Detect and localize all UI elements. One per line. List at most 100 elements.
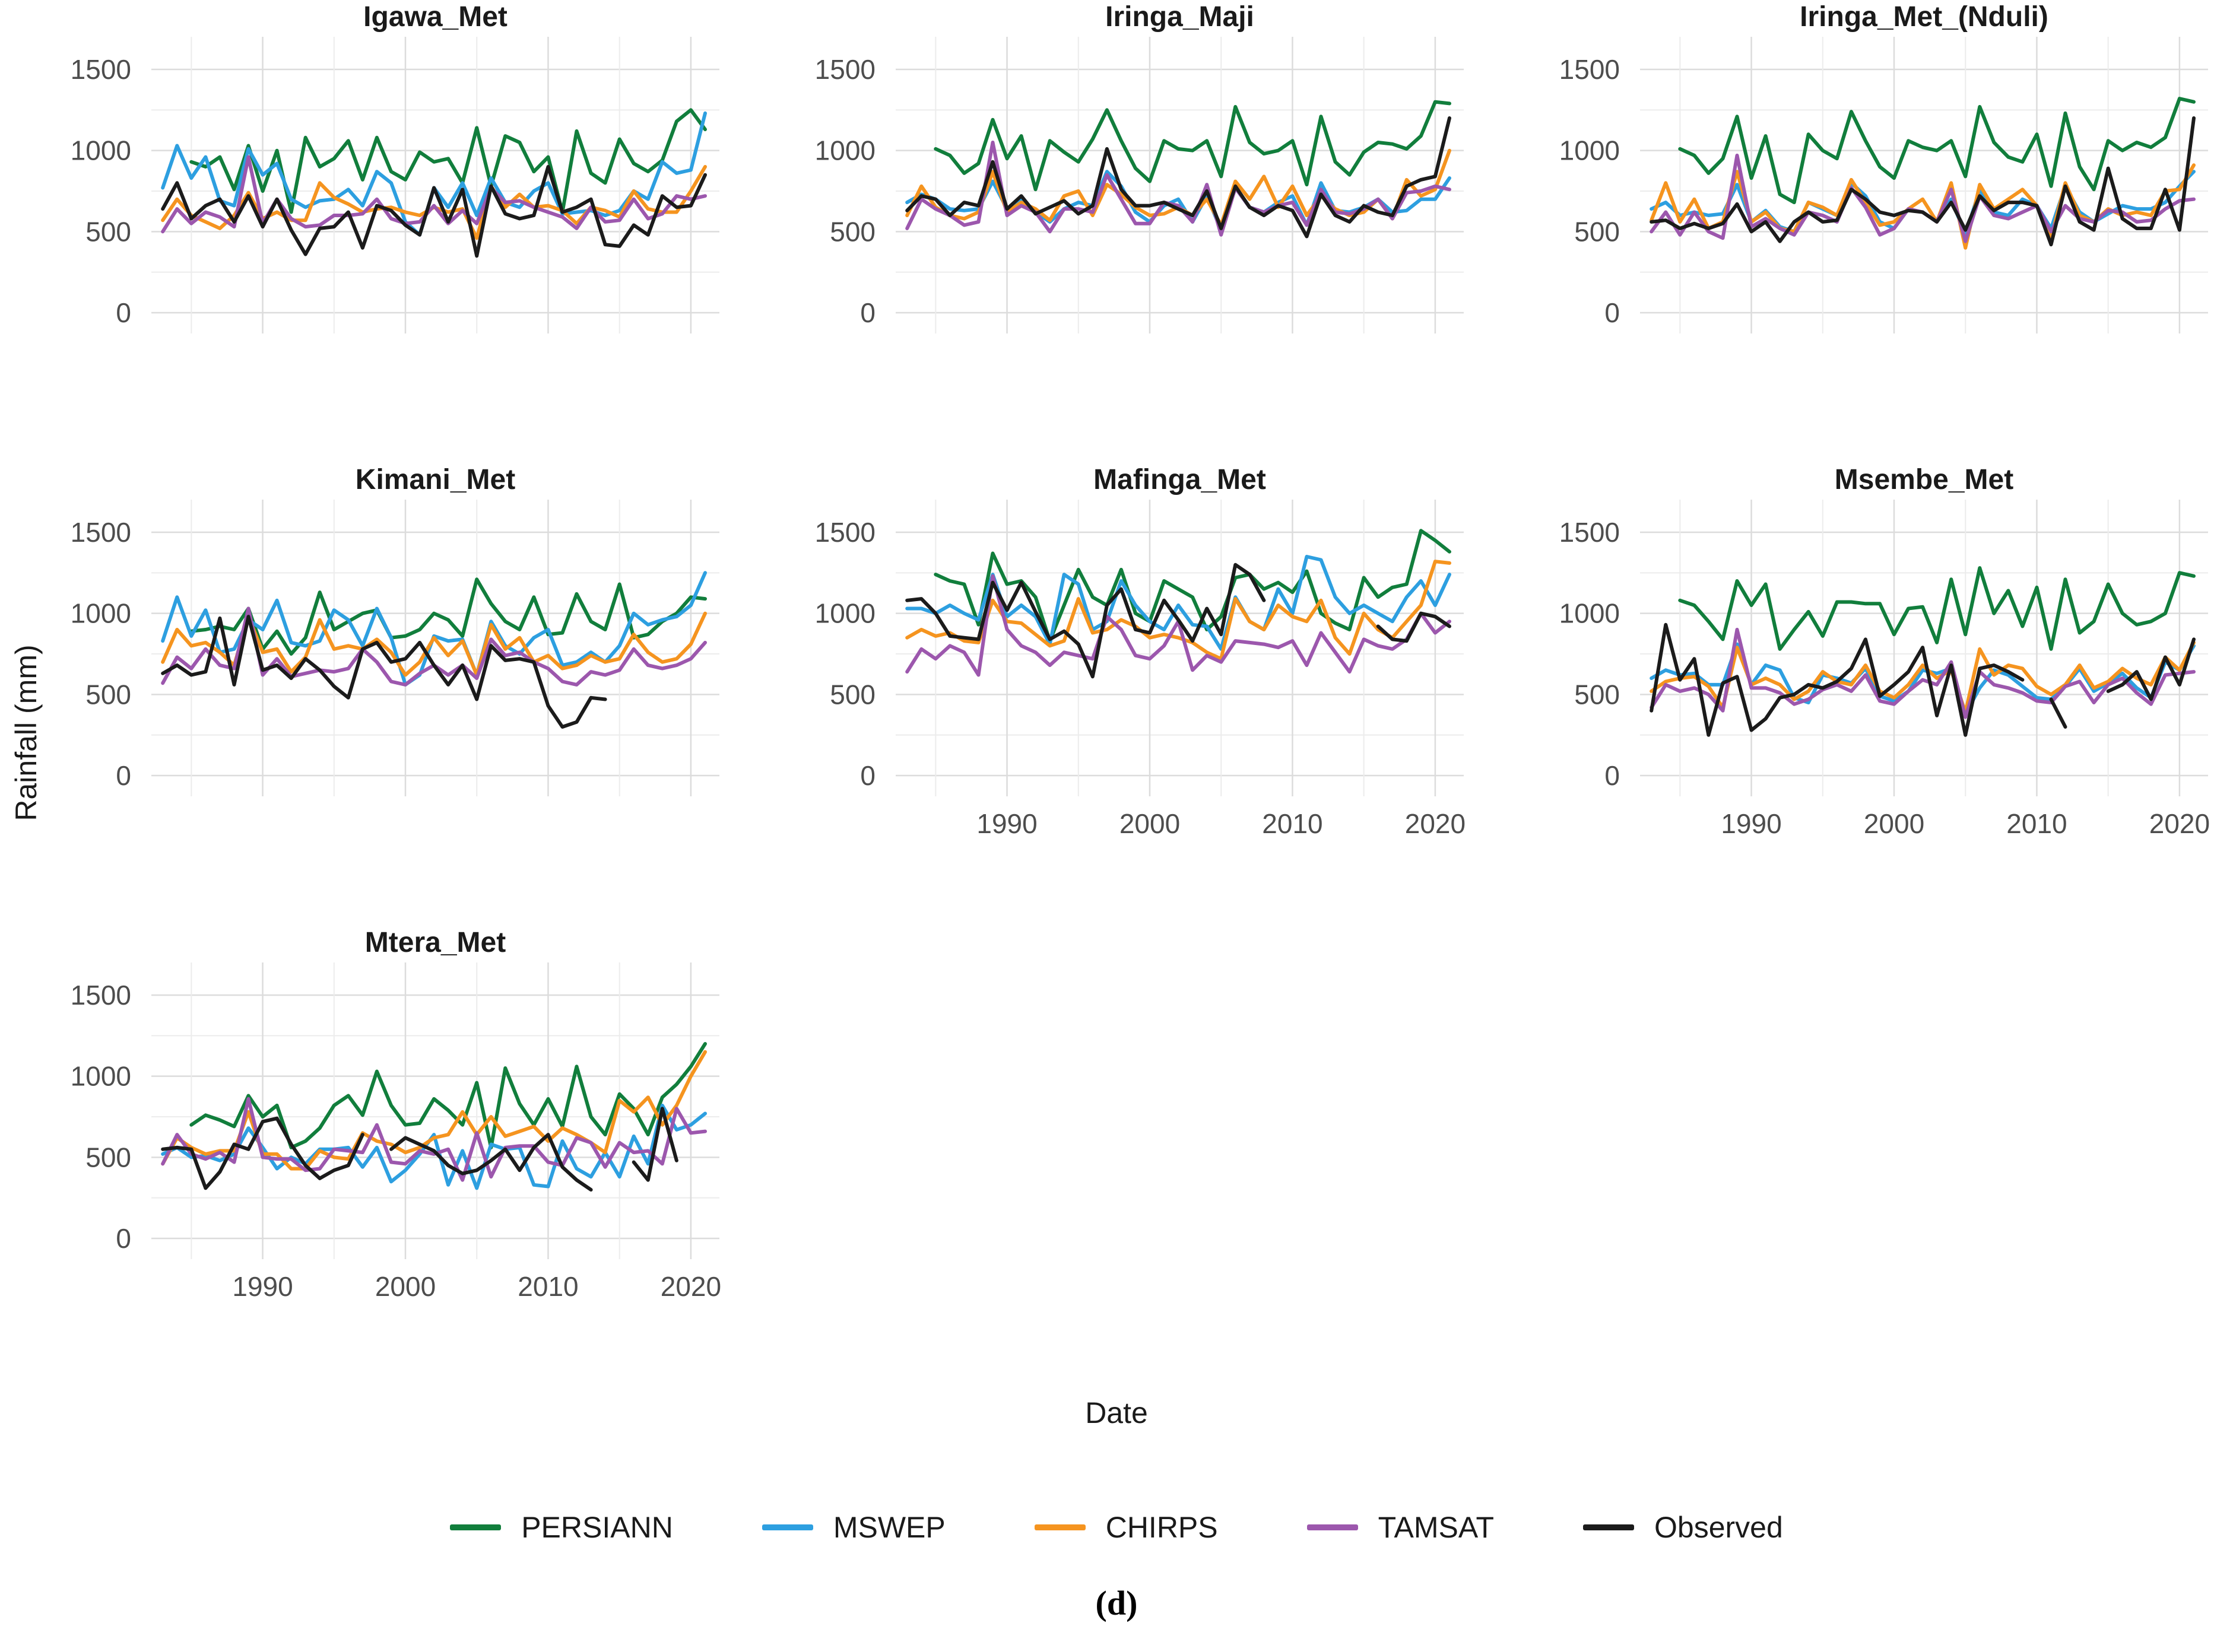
x-tick-label: 2010 <box>2006 808 2067 839</box>
legend-swatch-mswep <box>762 1524 813 1530</box>
y-tick-label: 500 <box>830 216 876 247</box>
y-tick-label: 0 <box>860 297 876 328</box>
legend-swatch-observed <box>1583 1524 1635 1530</box>
series-persiann <box>189 577 707 656</box>
facet-chart: 0 500 1000 1500 1990 2000 2010 2020 Msembe_Met <box>1559 464 2210 839</box>
x-tick-label: 2010 <box>518 1271 578 1302</box>
legend-label: MSWEP <box>833 1511 946 1544</box>
y-axis-label: Rainfall (mm) <box>9 644 43 821</box>
series-persiann <box>189 108 707 214</box>
series-tamsat <box>1650 628 2196 719</box>
series-mswep <box>161 1103 707 1190</box>
series-tamsat <box>161 606 707 687</box>
x-tick-label: 1990 <box>976 808 1037 839</box>
facet-panel-iringa_met_(nduli): 0 500 1000 1500 Iringa_Met_(Nduli) <box>1489 0 2233 463</box>
series-persiann <box>1678 566 2196 651</box>
y-tick-label: 0 <box>116 297 131 328</box>
y-tick-label: 1500 <box>71 517 131 548</box>
facet-chart: 0 500 1000 1500 Kimani_Met <box>71 464 719 796</box>
x-tick-label: 2020 <box>2149 808 2210 839</box>
facet-panel-kimani_met: 0 500 1000 1500 Kimani_Met <box>0 463 744 926</box>
legend-item-tamsat: TAMSAT <box>1306 1510 1495 1545</box>
x-tick-label: 2000 <box>1119 808 1180 839</box>
y-tick-label: 1500 <box>71 54 131 85</box>
legend-label: PERSIANN <box>521 1511 673 1544</box>
legend-label: Observed <box>1654 1511 1783 1544</box>
y-tick-label: 500 <box>85 1142 131 1173</box>
panel-title: Mafinga_Met <box>1093 464 1266 495</box>
panel-title: Iringa_Met_(Nduli) <box>1800 1 2048 33</box>
y-tick-label: 1500 <box>815 517 876 548</box>
x-tick-label: 2000 <box>375 1271 436 1302</box>
facet-panels-grid: 0 500 1000 1500 Igawa_Met 0 500 1000 1500 Iringa_… <box>0 0 2233 1389</box>
x-tick-label: 1990 <box>1721 808 1781 839</box>
y-tick-label: 1000 <box>71 135 131 166</box>
facet-panel-igawa_met: 0 500 1000 1500 Igawa_Met <box>0 0 744 463</box>
y-tick-label: 1500 <box>1559 54 1620 85</box>
facet-chart: 0 500 1000 1500 1990 2000 2010 2020 Mafinga_Met <box>815 464 1466 839</box>
facet-chart: 0 500 1000 1500 Iringa_Maji <box>815 1 1464 333</box>
series-tamsat <box>161 1097 707 1182</box>
y-tick-label: 1500 <box>1559 517 1620 548</box>
y-tick-label: 0 <box>860 760 876 791</box>
legend-item-observed: Observed <box>1583 1510 1783 1545</box>
panel-title: Msembe_Met <box>1835 464 2013 495</box>
facet-chart: 0 500 1000 1500 Igawa_Met <box>71 1 719 333</box>
y-tick-label: 500 <box>830 679 876 710</box>
facet-panel-mtera_met: 0 500 1000 1500 1990 2000 2010 2020 Mtera_Met <box>0 926 744 1389</box>
y-tick-label: 0 <box>116 760 131 791</box>
legend-item-chirps: CHIRPS <box>1034 1510 1218 1545</box>
facet-panel-msembe_met: 0 500 1000 1500 1990 2000 2010 2020 Msembe_Met <box>1489 463 2233 926</box>
legend-swatch-chirps <box>1034 1524 1086 1530</box>
legend-label: TAMSAT <box>1378 1511 1495 1544</box>
legend-swatch-persiann <box>450 1524 502 1530</box>
legend: PERSIANN MSWEP CHIRPS TAMSAT Observed <box>0 1510 2233 1545</box>
x-tick-label: 1990 <box>232 1271 293 1302</box>
legend-swatch-tamsat <box>1306 1524 1358 1530</box>
y-tick-label: 1000 <box>1559 135 1620 166</box>
series-observed <box>905 116 1451 239</box>
y-tick-label: 1000 <box>1559 598 1620 629</box>
y-tick-label: 1000 <box>815 598 876 629</box>
facet-chart: 0 500 1000 1500 1990 2000 2010 2020 Mtera_Met <box>71 927 721 1302</box>
series-observed <box>161 165 707 258</box>
y-tick-label: 500 <box>1574 679 1620 710</box>
facet-chart: 0 500 1000 1500 Iringa_Met_(Nduli) <box>1559 1 2208 333</box>
y-tick-label: 0 <box>1604 760 1620 791</box>
y-tick-label: 500 <box>1574 216 1620 247</box>
x-axis-label: Date <box>1085 1396 1148 1429</box>
panel-title: Iringa_Maji <box>1105 1 1254 33</box>
series-persiann <box>189 1042 707 1149</box>
panel-title: Mtera_Met <box>365 927 506 958</box>
y-tick-label: 500 <box>85 216 131 247</box>
x-tick-label: 2020 <box>1405 808 1466 839</box>
legend-item-mswep: MSWEP <box>762 1510 946 1545</box>
series-persiann <box>934 100 1451 192</box>
y-tick-label: 500 <box>85 679 131 710</box>
series-chirps <box>161 1050 707 1171</box>
panel-title: Igawa_Met <box>363 1 508 33</box>
y-tick-label: 0 <box>1604 297 1620 328</box>
y-tick-label: 1500 <box>815 54 876 85</box>
x-tick-label: 2020 <box>661 1271 721 1302</box>
y-tick-label: 1000 <box>815 135 876 166</box>
facet-panel-mafinga_met: 0 500 1000 1500 1990 2000 2010 2020 Mafinga_Met <box>744 463 1489 926</box>
y-tick-label: 1000 <box>71 1061 131 1092</box>
series-observed <box>905 563 1451 679</box>
series-tamsat <box>161 155 707 234</box>
series-persiann <box>1678 97 2196 205</box>
x-tick-label: 2010 <box>1262 808 1322 839</box>
legend-item-persiann: PERSIANN <box>450 1510 673 1545</box>
panel-title: Kimani_Met <box>356 464 515 495</box>
series-observed <box>1650 116 2196 247</box>
x-tick-label: 2000 <box>1864 808 1924 839</box>
legend-label: CHIRPS <box>1105 1511 1218 1544</box>
series-chirps <box>905 560 1451 661</box>
figure-caption: (d) <box>1095 1584 1138 1622</box>
facet-panel-iringa_maji: 0 500 1000 1500 Iringa_Maji <box>744 0 1489 463</box>
series-observed <box>1650 622 2196 737</box>
y-tick-label: 1000 <box>71 598 131 629</box>
series-observed <box>161 615 607 729</box>
y-tick-label: 0 <box>116 1223 131 1254</box>
